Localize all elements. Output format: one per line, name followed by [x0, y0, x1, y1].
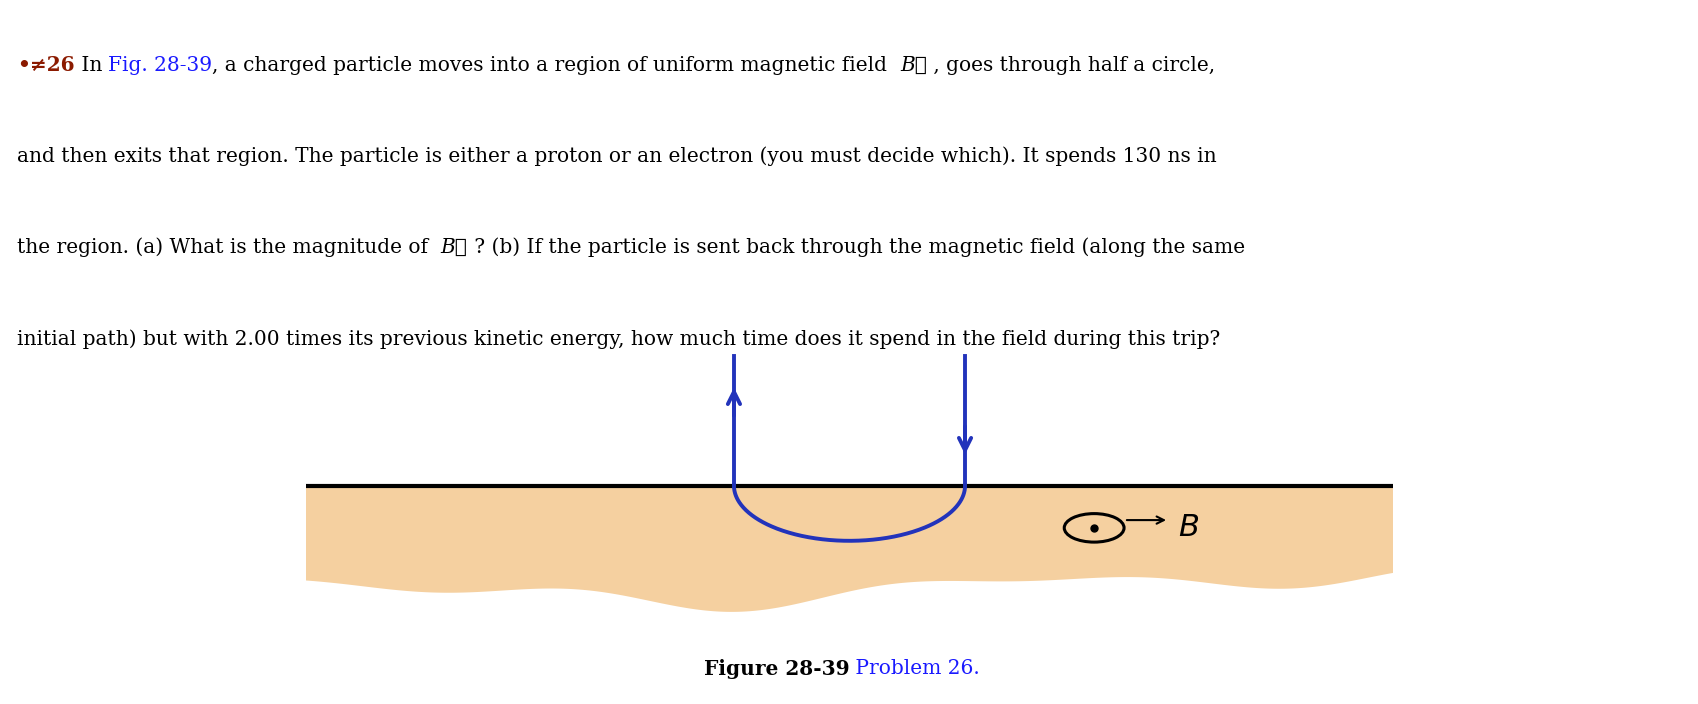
- Polygon shape: [306, 486, 1392, 612]
- Text: initial path) but with 2.00 times its previous kinetic energy, how much time doe: initial path) but with 2.00 times its pr…: [17, 329, 1219, 348]
- Text: and then exits that region. The particle is either a proton or an electron (you : and then exits that region. The particle…: [17, 146, 1216, 166]
- Text: •≠26: •≠26: [17, 55, 75, 75]
- Text: B⃗: B⃗: [900, 56, 927, 75]
- Text: In: In: [75, 56, 109, 75]
- Text: , a charged particle moves into a region of uniform magnetic field: , a charged particle moves into a region…: [212, 56, 900, 75]
- Text: ? (b) If the particle is sent back through the magnetic field (along the same: ? (b) If the particle is sent back throu…: [467, 238, 1245, 258]
- Text: Problem 26.: Problem 26.: [849, 660, 980, 678]
- Text: B⃗: B⃗: [440, 239, 467, 258]
- Text: $\it{B}$: $\it{B}$: [1178, 513, 1199, 542]
- Text: Fig. 28-39: Fig. 28-39: [109, 56, 212, 75]
- Text: Figure 28-39: Figure 28-39: [703, 659, 849, 679]
- Text: the region. (a) What is the magnitude of: the region. (a) What is the magnitude of: [17, 238, 440, 258]
- Text: , goes through half a circle,: , goes through half a circle,: [927, 56, 1214, 75]
